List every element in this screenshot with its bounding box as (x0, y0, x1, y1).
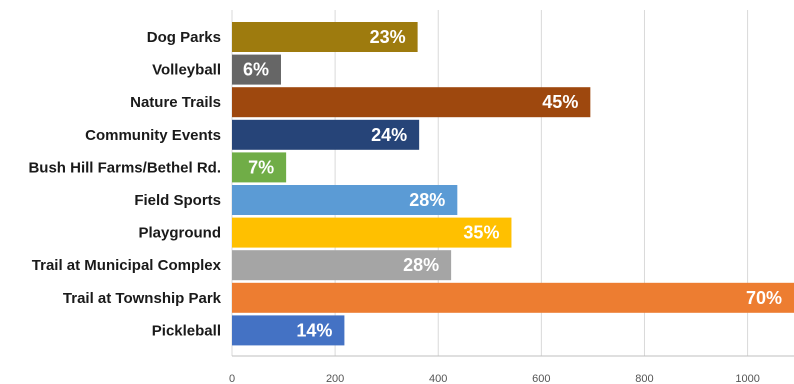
category-label: Trail at Municipal Complex (32, 257, 222, 274)
category-label: Trail at Township Park (63, 290, 222, 307)
category-label: Volleyball (152, 62, 221, 79)
category-label: Nature Trails (130, 94, 221, 111)
category-label: Dog Parks (147, 29, 221, 46)
bar (232, 152, 287, 183)
data-label: 23% (370, 27, 406, 47)
category-label: Bush Hill Farms/Bethel Rd. (28, 159, 221, 176)
data-label: 28% (403, 255, 439, 275)
bar (232, 217, 512, 248)
x-tick-label: 400 (429, 373, 447, 384)
bar (232, 119, 420, 150)
x-tick-label: 600 (532, 373, 550, 384)
data-label: 28% (409, 190, 445, 210)
category-labels: Dog Parks Volleyball Nature Trails Communit… (28, 29, 221, 339)
bars (232, 22, 794, 346)
data-label: 24% (371, 125, 407, 145)
data-label: 70% (746, 288, 782, 308)
x-tick-label: 0 (229, 373, 235, 384)
x-tick-label: 200 (326, 373, 344, 384)
category-label: Community Events (85, 127, 221, 144)
bar (232, 315, 345, 346)
bar (232, 250, 452, 281)
bar (232, 87, 591, 118)
category-label: Pickleball (152, 322, 221, 339)
bar (232, 22, 418, 52)
category-label: Playground (138, 225, 221, 242)
data-label: 14% (296, 320, 332, 340)
value-labels: 23% 6% 45% 24% 7% 28% 35% 28% 70% 14% (243, 27, 782, 340)
data-label: 35% (463, 223, 499, 243)
data-label: 7% (248, 157, 274, 177)
gridlines (231, 10, 794, 357)
data-label: 6% (243, 60, 269, 80)
category-label: Field Sports (134, 192, 221, 209)
data-label: 45% (542, 92, 578, 112)
bar (232, 282, 794, 313)
x-tick-label: 1000 (735, 373, 759, 384)
x-tick-label: 800 (635, 373, 653, 384)
bar (232, 185, 458, 215)
x-axis-ticks: 0 200 400 600 800 1000 (229, 373, 760, 384)
bar (232, 54, 281, 85)
